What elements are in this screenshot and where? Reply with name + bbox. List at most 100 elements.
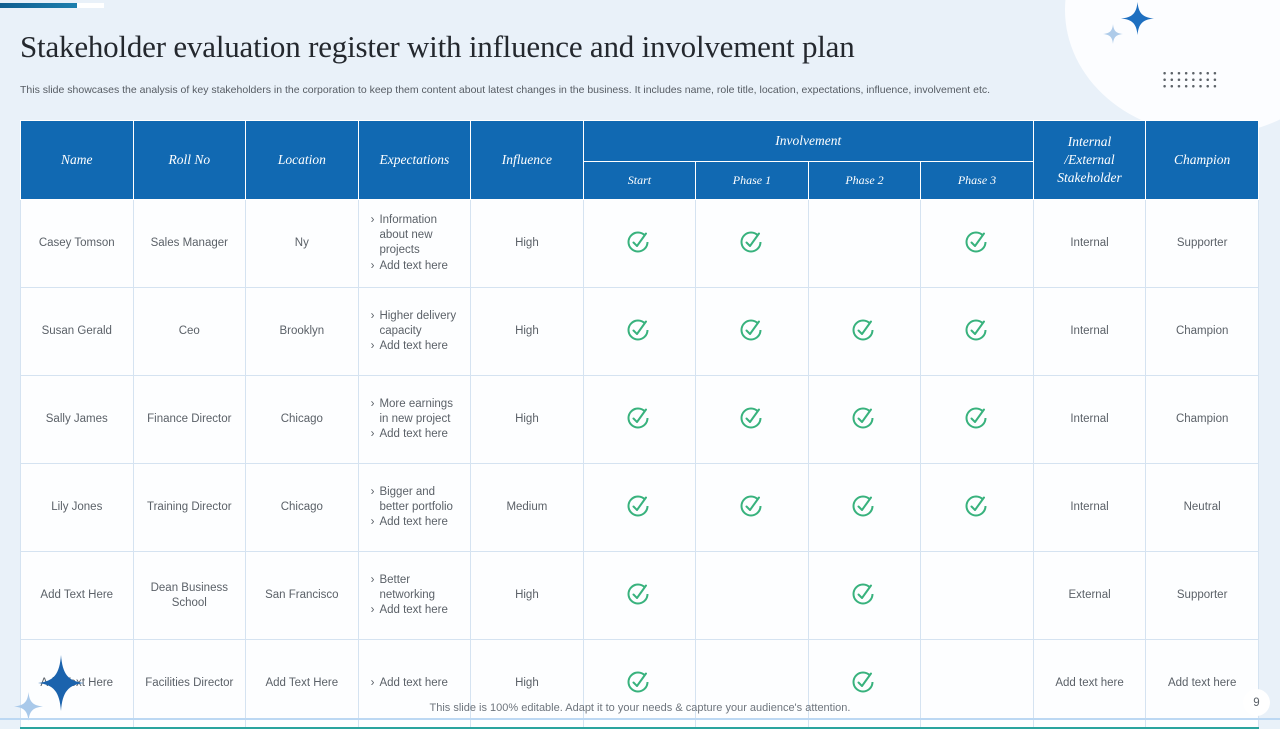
bullet-icon: › [370,428,375,441]
check-circle-icon [964,492,990,518]
cell-location: Add Text Here [245,639,359,729]
cell-expectations: › Add text here [357,639,472,729]
top-accent-bar-blue [0,3,77,8]
cell-location: Chicago [245,375,359,464]
cell-location: San Francisco [245,551,359,640]
cell-involvement-phase-2 [807,199,922,288]
check-circle-icon [851,492,877,518]
bullet-icon: › [370,573,375,586]
cell-involvement-phase-1 [695,463,809,552]
cell-involvement-phase-1 [695,375,809,464]
page-number-badge: 9 [1243,689,1270,716]
bullet-icon: › [370,214,375,227]
table-row: Add Text Here Dean Business School San Fra… [20,551,1259,640]
col-header-champion: Champion [1145,120,1259,200]
cell-involvement-phase-2 [807,463,922,552]
cell-involvement-phase-3 [920,287,1034,376]
cell-stakeholder-type: Internal [1032,287,1147,376]
expectation-text: Add text here [379,340,448,353]
cell-champion: Supporter [1145,551,1259,640]
cell-involvement-phase-1 [695,639,809,729]
expectation-item: › Add text here [371,259,465,274]
expectation-item: › Higher delivery capacity [371,309,465,339]
cell-roll-no: Finance Director [132,375,247,464]
check-circle-icon [739,492,765,518]
cell-involvement-phase-3 [920,199,1034,288]
cell-expectations: › More earnings in new project › Add text h… [357,375,472,464]
expectation-text: Add text here [379,516,448,529]
cell-stakeholder-type: Internal [1032,375,1147,464]
cell-influence: Medium [470,463,584,552]
col-header-influence: Influence [470,120,584,200]
cell-roll-no: Dean Business School [132,551,247,640]
cell-expectations: › Better networking › Add text here [357,551,472,640]
check-circle-icon [739,228,765,254]
table-row: Sally James Finance Director Chicago › More … [20,375,1259,464]
bullet-icon: › [370,485,375,498]
check-circle-icon [851,404,877,430]
cell-champion: Champion [1145,287,1259,376]
cell-involvement-phase-0 [582,551,697,640]
bullet-icon: › [370,309,375,322]
expectation-text: Add text here [379,677,448,690]
cell-stakeholder-type: External [1032,551,1147,640]
expectation-text: More earnings in new project [379,397,453,425]
stakeholder-table: Name Roll No Location Expectations Influ… [20,120,1259,729]
sparkle-icon [38,655,84,711]
expectation-text: Add text here [379,604,448,617]
col-header-stakeholder-label: Internal /External Stakeholder [1057,133,1122,186]
page-title: Stakeholder evaluation register with inf… [20,29,855,64]
expectation-text: Higher delivery capacity [379,309,457,337]
expectation-item: › Add text here [371,339,465,354]
bottom-edge-line [0,718,1280,720]
check-circle-icon [851,316,877,342]
table-row: Lily Jones Training Director Chicago › Bigge… [20,463,1259,552]
expectation-text: Bigger and better portfolio [379,485,453,513]
dot-grid-decoration [1161,70,1218,90]
cell-involvement-phase-3 [920,639,1034,729]
cell-influence: High [470,199,584,288]
bullet-icon: › [370,340,375,353]
expectation-text: Information about new projects [379,214,437,256]
col-header-phase-1: Phase 1 [695,161,809,200]
cell-influence: High [470,551,584,640]
check-circle-icon [626,404,652,430]
expectation-text: Add text here [379,428,448,441]
cell-involvement-phase-0 [582,199,697,288]
table-row: Casey Tomson Sales Manager Ny › Information … [20,199,1259,288]
cell-name: Casey Tomson [20,199,134,288]
expectation-item: › Add text here [371,676,465,691]
expectation-item: › Better networking [371,573,465,603]
check-circle-icon [851,580,877,606]
cell-involvement-phase-2 [807,375,922,464]
cell-expectations: › Information about new projects › Add text… [357,199,472,288]
check-circle-icon [851,668,877,694]
cell-roll-no: Ceo [132,287,247,376]
cell-champion: Add text here [1145,639,1259,729]
check-circle-icon [739,404,765,430]
expectation-text: Better networking [379,573,436,601]
cell-involvement-phase-1 [695,199,809,288]
cell-involvement-phase-1 [695,287,809,376]
cell-name: Sally James [20,375,134,464]
cell-involvement-phase-0 [582,375,697,464]
expectation-item: › Add text here [371,603,465,618]
cell-involvement-phase-3 [920,551,1034,640]
check-circle-icon [964,316,990,342]
cell-stakeholder-type: Add text here [1032,639,1147,729]
check-circle-icon [964,404,990,430]
cell-location: Ny [245,199,359,288]
cell-name: Lily Jones [20,463,134,552]
col-header-phase-3: Phase 3 [920,161,1034,200]
cell-location: Brooklyn [245,287,359,376]
bullet-icon: › [370,397,375,410]
cell-involvement-phase-3 [920,463,1034,552]
check-circle-icon [626,580,652,606]
cell-roll-no: Facilities Director [132,639,247,729]
page-subtitle: This slide showcases the analysis of key… [20,84,991,96]
expectation-item: › Add text here [371,427,465,442]
corner-blob-decoration [1065,0,1280,135]
table-row: Susan Gerald Ceo Brooklyn › Higher delivery … [20,287,1259,376]
sparkle-icon [1103,24,1123,44]
